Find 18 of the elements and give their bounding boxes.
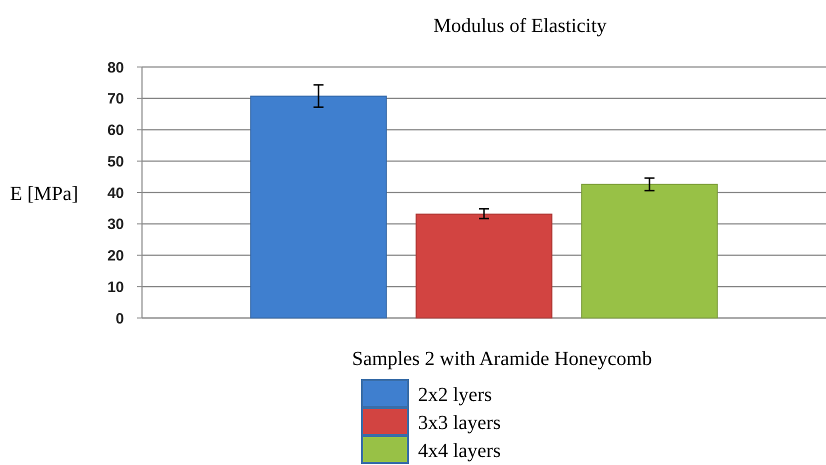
- y-tick-label: 60: [107, 122, 124, 139]
- y-tick-label: 80: [107, 59, 124, 76]
- legend-label: 3x3 layers: [418, 412, 501, 434]
- y-tick-label: 40: [107, 184, 124, 202]
- legend-title: Samples 2 with Aramide Honeycomb: [352, 348, 652, 370]
- y-tick-label: 50: [107, 153, 124, 170]
- legend-label: 2x2 lyers: [418, 384, 492, 406]
- y-tick-label: 30: [107, 216, 124, 234]
- y-tick-label: 10: [107, 278, 124, 296]
- bar: [416, 214, 552, 318]
- chart-title: Modulus of Elasticity: [433, 15, 607, 37]
- y-tick-label: 20: [107, 248, 124, 264]
- y-tick-label: 70: [107, 90, 124, 108]
- y-tick-label: 0: [116, 310, 124, 328]
- bar: [250, 96, 387, 318]
- bar: [581, 184, 718, 318]
- legend-label: 4x4 layers: [418, 440, 501, 462]
- y-axis-title: E [MPa]: [10, 183, 78, 205]
